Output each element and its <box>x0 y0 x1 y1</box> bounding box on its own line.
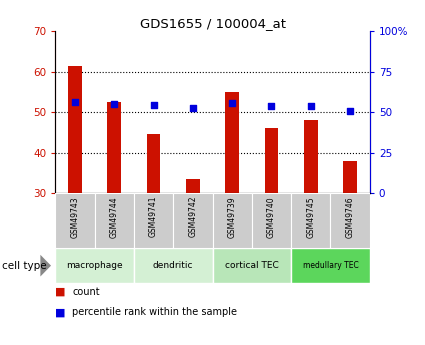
Bar <box>68 66 82 193</box>
Text: dendritic: dendritic <box>153 261 193 270</box>
Bar <box>186 179 200 193</box>
Bar <box>304 120 317 193</box>
Bar <box>147 135 160 193</box>
Point <box>71 100 78 105</box>
Bar <box>291 248 370 283</box>
Text: GSM49743: GSM49743 <box>71 196 79 238</box>
Bar <box>173 193 212 248</box>
Text: macrophage: macrophage <box>66 261 123 270</box>
Text: percentile rank within the sample: percentile rank within the sample <box>72 307 237 317</box>
Bar <box>94 193 134 248</box>
Bar <box>134 248 212 283</box>
Bar <box>331 193 370 248</box>
Bar <box>212 193 252 248</box>
Text: ■: ■ <box>55 307 66 317</box>
Text: cell type: cell type <box>2 261 47 270</box>
Text: count: count <box>72 287 100 296</box>
Text: GSM49741: GSM49741 <box>149 196 158 237</box>
Bar <box>212 248 291 283</box>
Point <box>268 104 275 109</box>
Point <box>190 105 196 111</box>
Bar <box>265 128 278 193</box>
Bar <box>343 161 357 193</box>
Text: cortical TEC: cortical TEC <box>225 261 279 270</box>
Title: GDS1655 / 100004_at: GDS1655 / 100004_at <box>139 17 286 30</box>
Text: GSM49740: GSM49740 <box>267 196 276 238</box>
Point <box>307 104 314 109</box>
Point <box>229 100 235 106</box>
Bar <box>225 92 239 193</box>
Text: GSM49742: GSM49742 <box>188 196 197 237</box>
Text: GSM49744: GSM49744 <box>110 196 119 238</box>
Bar <box>252 193 291 248</box>
Point <box>150 102 157 108</box>
Point <box>347 108 354 113</box>
Polygon shape <box>40 255 51 277</box>
Bar <box>108 102 121 193</box>
Text: GSM49745: GSM49745 <box>306 196 315 238</box>
Text: ■: ■ <box>55 287 66 296</box>
Point <box>111 101 118 107</box>
Text: medullary TEC: medullary TEC <box>303 261 358 270</box>
Text: GSM49746: GSM49746 <box>346 196 354 238</box>
Bar <box>291 193 331 248</box>
Bar <box>55 193 94 248</box>
Bar <box>55 248 134 283</box>
Bar <box>134 193 173 248</box>
Text: GSM49739: GSM49739 <box>228 196 237 238</box>
